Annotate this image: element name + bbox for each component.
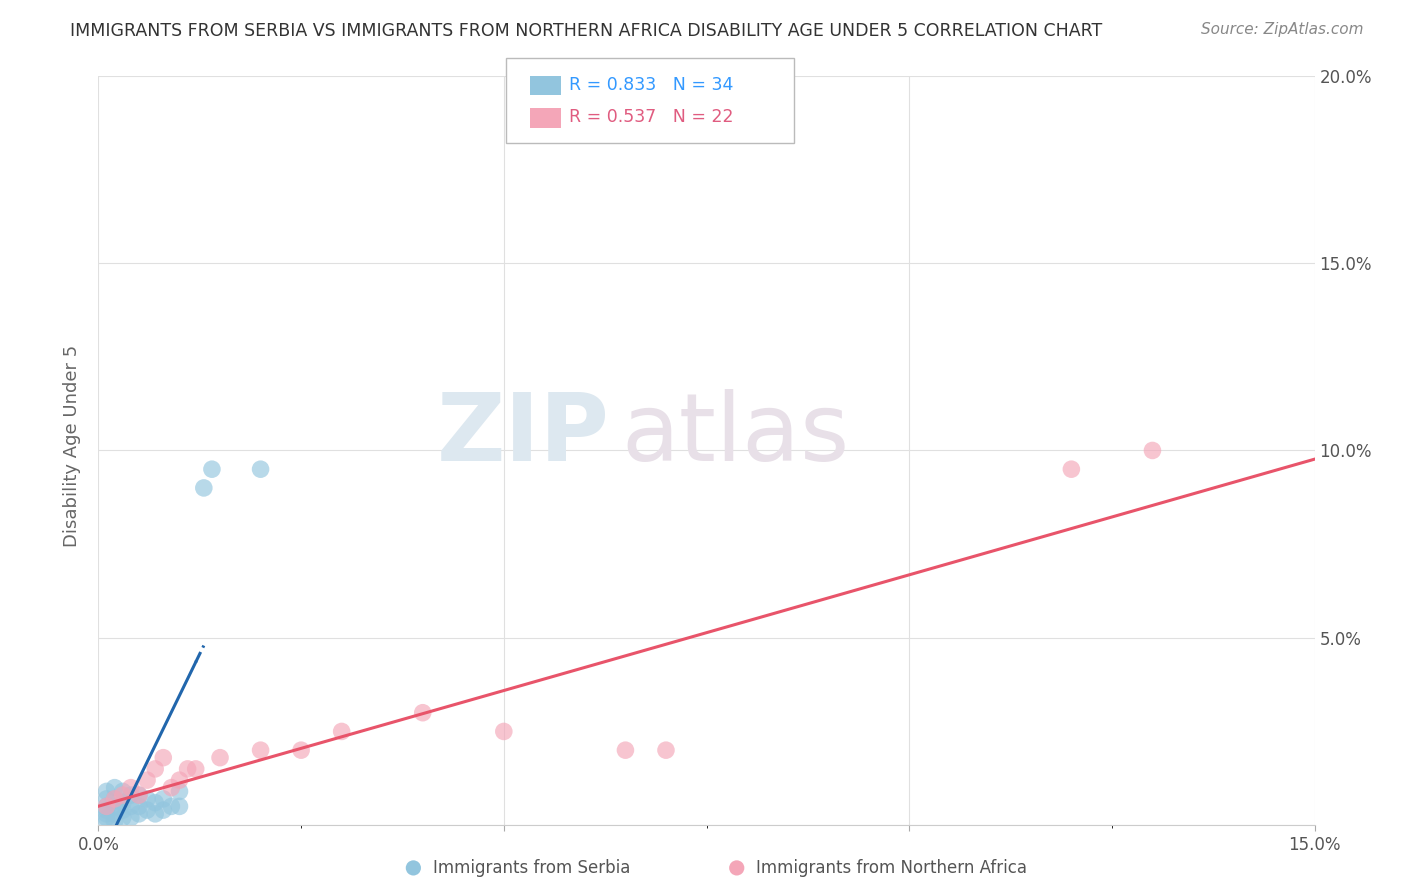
Text: Immigrants from Northern Africa: Immigrants from Northern Africa <box>756 859 1028 877</box>
Point <box>128 806 150 821</box>
Text: IMMIGRANTS FROM SERBIA VS IMMIGRANTS FROM NORTHERN AFRICA DISABILITY AGE UNDER 5: IMMIGRANTS FROM SERBIA VS IMMIGRANTS FRO… <box>70 22 1102 40</box>
Point <box>184 762 207 776</box>
Point <box>655 743 678 757</box>
Point <box>104 806 127 821</box>
Point <box>169 773 191 788</box>
Point <box>136 792 159 806</box>
Point <box>96 792 118 806</box>
Text: ZIP: ZIP <box>436 390 609 482</box>
Point <box>143 762 166 776</box>
Point <box>209 750 232 764</box>
Point <box>402 861 425 875</box>
Point <box>176 762 198 776</box>
Point <box>104 799 127 814</box>
Point <box>290 743 312 757</box>
Text: Immigrants from Serbia: Immigrants from Serbia <box>433 859 630 877</box>
Point <box>111 803 134 817</box>
Point <box>120 788 142 802</box>
Text: R = 0.833   N = 34: R = 0.833 N = 34 <box>569 76 734 94</box>
Point <box>249 462 271 476</box>
Point <box>136 803 159 817</box>
Point <box>1060 462 1083 476</box>
Point <box>201 462 224 476</box>
Point <box>111 784 134 798</box>
Point <box>143 796 166 810</box>
Point <box>193 481 215 495</box>
Point <box>96 799 118 814</box>
Point <box>96 803 118 817</box>
Point <box>96 799 118 814</box>
Point <box>614 743 637 757</box>
Text: R = 0.537   N = 22: R = 0.537 N = 22 <box>569 108 734 126</box>
Point <box>249 743 271 757</box>
Point <box>725 861 748 875</box>
Point <box>169 784 191 798</box>
Point <box>152 803 174 817</box>
Point <box>136 773 159 788</box>
Point <box>120 811 142 825</box>
Point <box>111 788 134 802</box>
Point <box>104 792 127 806</box>
Point <box>492 724 515 739</box>
Point <box>111 811 134 825</box>
Text: Disability Age Under 5: Disability Age Under 5 <box>63 345 82 547</box>
Point <box>96 814 118 829</box>
Point <box>1142 443 1164 458</box>
Point <box>169 799 191 814</box>
Point <box>111 796 134 810</box>
Text: Source: ZipAtlas.com: Source: ZipAtlas.com <box>1201 22 1364 37</box>
Point <box>120 799 142 814</box>
Point <box>104 780 127 795</box>
Point <box>96 784 118 798</box>
Point <box>96 811 118 825</box>
Point <box>160 780 183 795</box>
Point <box>104 814 127 829</box>
Point <box>143 806 166 821</box>
Point <box>412 706 434 720</box>
Text: atlas: atlas <box>621 390 849 482</box>
Point <box>160 799 183 814</box>
Point <box>128 788 150 802</box>
Point <box>104 792 127 806</box>
Point <box>152 750 174 764</box>
Point <box>96 806 118 821</box>
Point <box>120 780 142 795</box>
Point <box>128 799 150 814</box>
Point <box>152 792 174 806</box>
Point <box>128 788 150 802</box>
Point <box>330 724 353 739</box>
